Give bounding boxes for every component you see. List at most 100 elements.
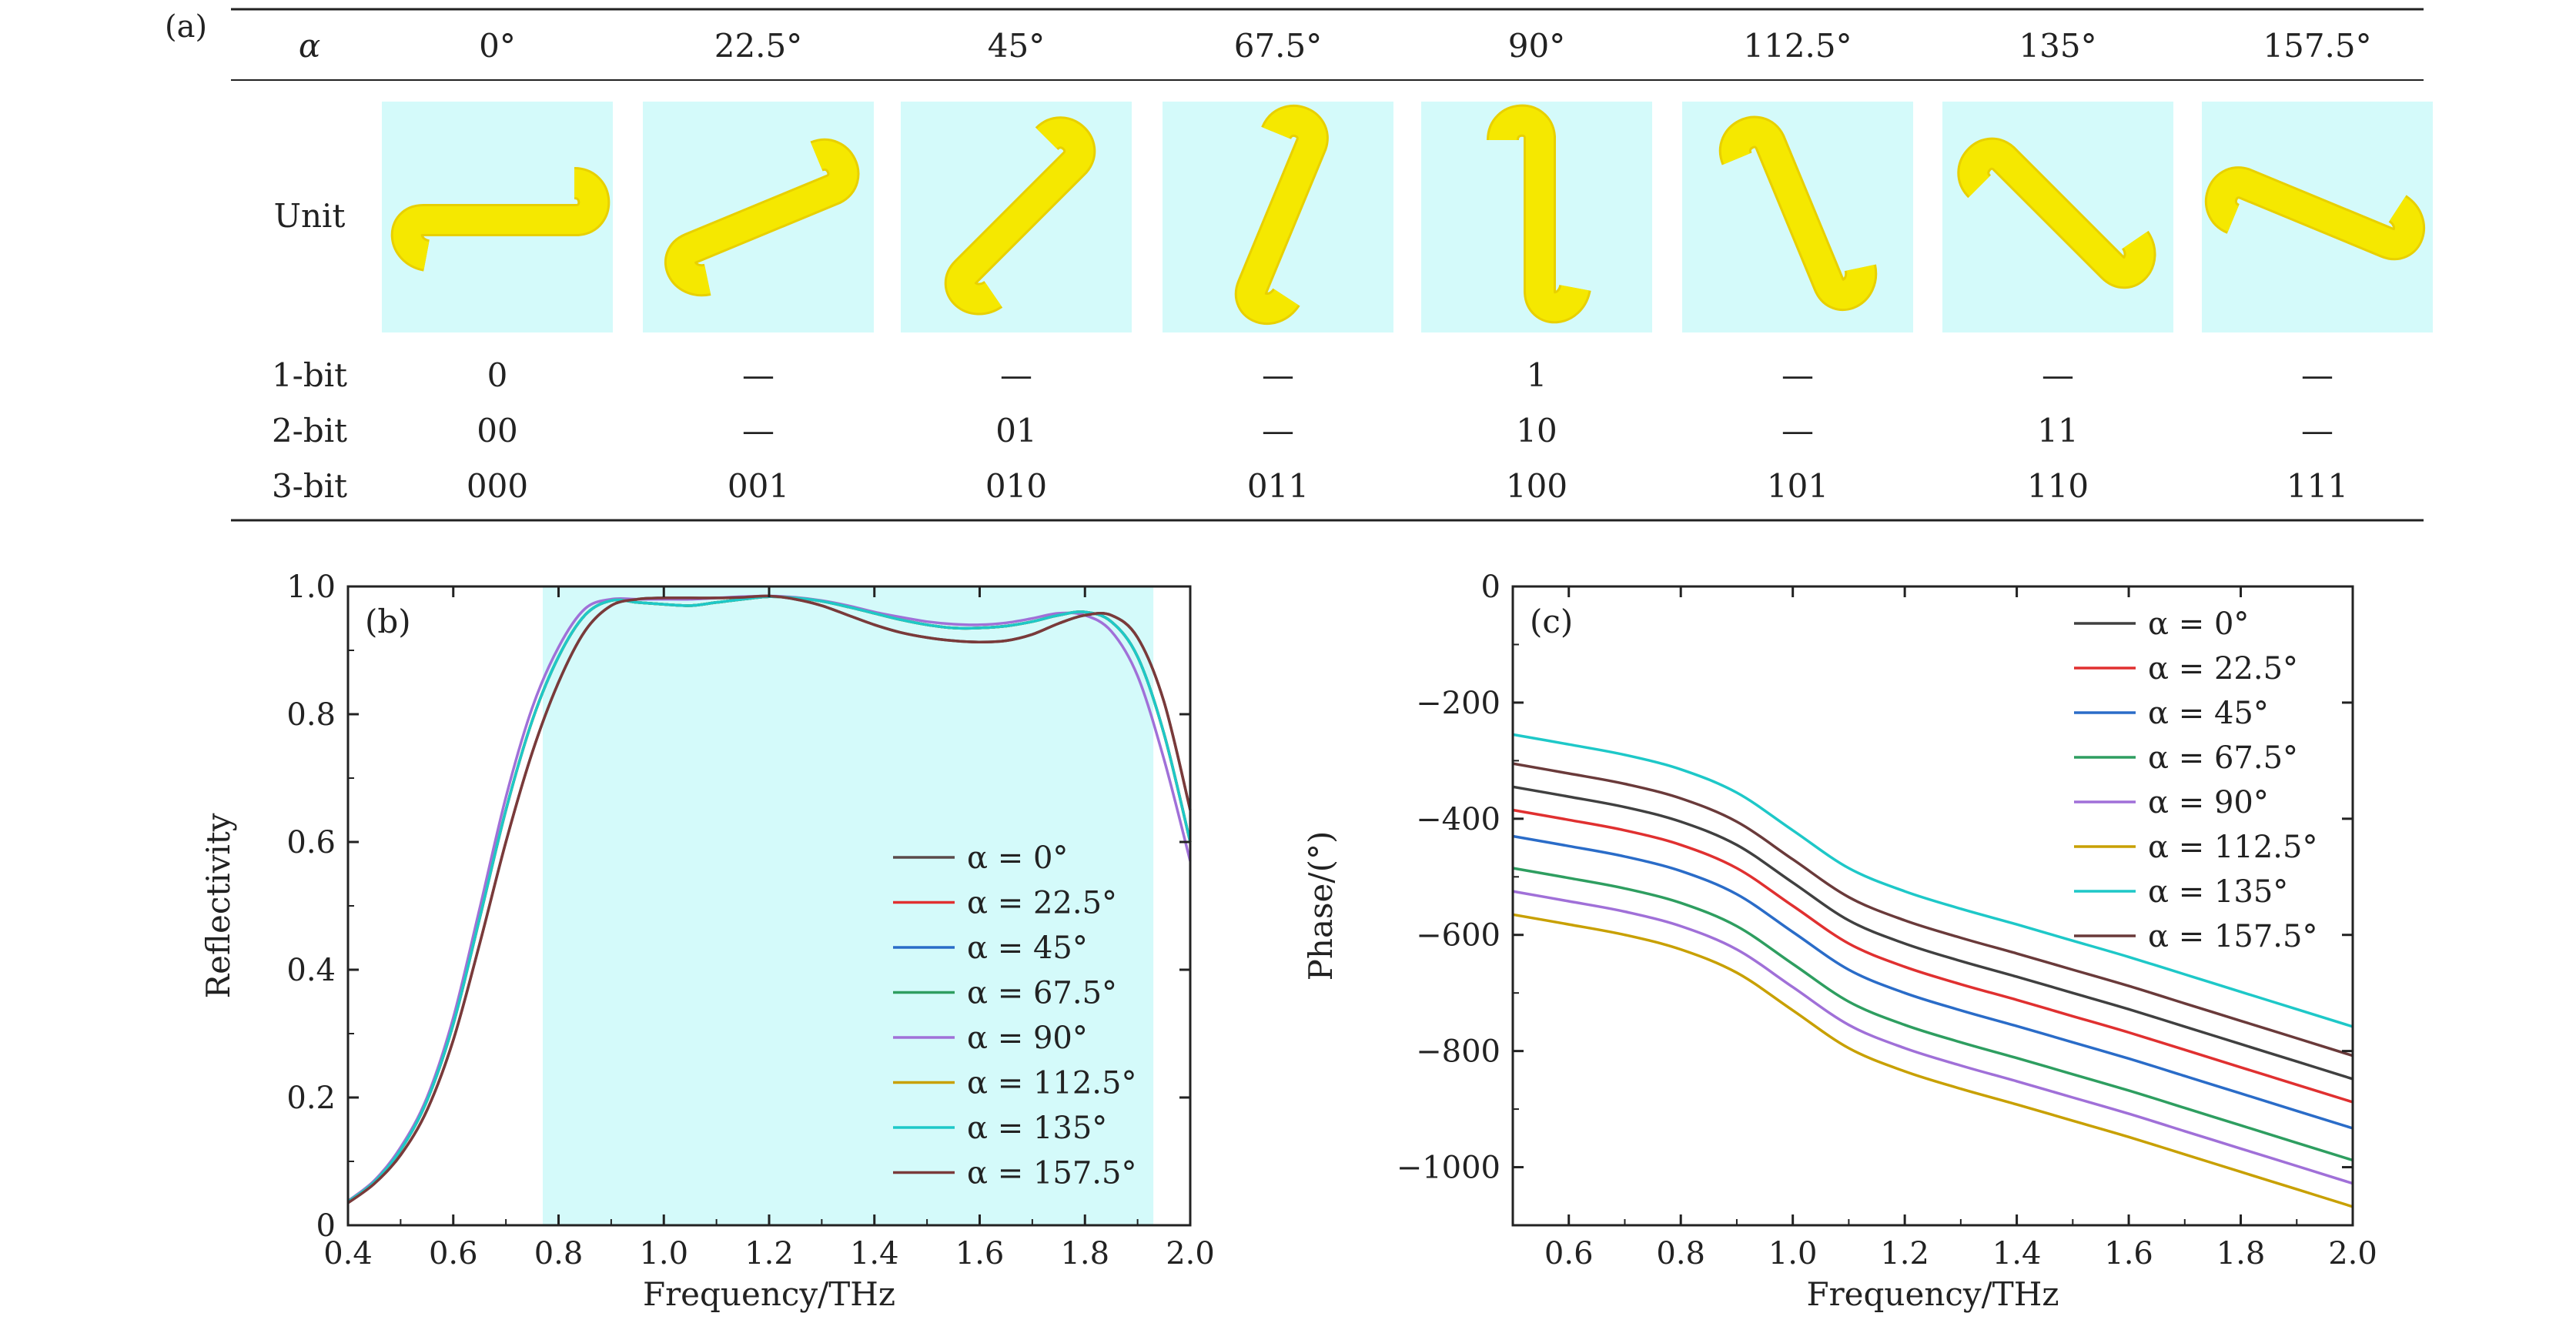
unit-cell — [1163, 102, 1393, 332]
y-tick-label: 0.4 — [286, 953, 336, 988]
bit-code-cell: 101 — [1767, 467, 1828, 505]
legend-entry: α = 45° — [967, 930, 1088, 966]
resonator-fill — [1489, 106, 1589, 322]
z-shaped-resonator — [1719, 115, 1878, 311]
x-tick-label: 0.8 — [534, 1236, 584, 1271]
legend: α = 0° α = 22.5° α = 45° α = 67.5° α = 90° α … — [893, 840, 1136, 1191]
series-line — [1512, 867, 2354, 1162]
bit-code-cell: 010 — [985, 467, 1047, 505]
legend-entry: α = 22.5° — [967, 886, 1117, 921]
y-tick-label: 0 — [1481, 570, 1500, 605]
y-tick-label: −800 — [1416, 1034, 1500, 1070]
angle-header: 0° — [479, 27, 516, 65]
bit-code-cell: — — [1781, 412, 1814, 449]
unit-cell — [1942, 102, 2173, 332]
unit-cell — [901, 102, 1132, 332]
bit-code-cell: — — [1000, 356, 1032, 394]
bit-code-cell: 0 — [487, 356, 508, 394]
bit-code-cell: — — [1262, 412, 1294, 449]
y-tick-label: 0.8 — [286, 697, 336, 733]
bit-code-cell: 111 — [2287, 467, 2348, 505]
x-tick-label: 1.8 — [2216, 1236, 2266, 1271]
series-line — [1512, 913, 2354, 1208]
bit-code-cell: — — [2301, 412, 2333, 449]
bit-code-cell: 1 — [1527, 356, 1547, 394]
legend-entry: α = 157.5° — [967, 1156, 1136, 1191]
series-group — [346, 594, 1192, 1204]
x-axis-ticks: 0.6 0.8 1.0 1.2 1.4 1.6 1.8 2.0 — [1512, 586, 2377, 1271]
legend-entry: α = 135° — [2148, 874, 2288, 910]
legend-entry: α = 45° — [2148, 696, 2269, 731]
y-axis-label: Reflectivity — [199, 813, 237, 998]
x-axis-label: Frequency/THz — [1806, 1275, 2059, 1313]
bit-code-cell: 100 — [1506, 467, 1567, 505]
y-axis-label: Phase/(°) — [1302, 831, 1340, 981]
bit-code-cell: 11 — [2037, 412, 2078, 449]
legend-entry: α = 112.5° — [2148, 830, 2317, 865]
plot-frame — [1511, 585, 2354, 1227]
x-tick-label: 1.0 — [1768, 1236, 1818, 1271]
panel-a-table: (a) α 0° 22.5° 45° 67.5° 90° 112.5° 135° 157.5°… — [165, 8, 2433, 522]
unit-cell — [643, 102, 874, 332]
unit-cell — [1682, 102, 1913, 332]
series-line — [1512, 890, 2354, 1185]
resonator-fill — [1721, 118, 1875, 309]
unit-cell — [1421, 102, 1652, 332]
series-line — [346, 594, 1192, 1204]
legend-entry: α = 157.5° — [2148, 919, 2317, 954]
y-tick-label: 0.2 — [286, 1081, 336, 1116]
bit-code-cell: — — [1781, 356, 1814, 394]
resonator-fill — [1237, 107, 1326, 322]
unit-row-label: Unit — [274, 197, 346, 235]
x-axis-ticks: 0.4 0.6 0.8 1.0 1.2 1.4 1.6 1.8 2.0 — [323, 586, 1215, 1271]
y-tick-label: 1.0 — [286, 570, 336, 605]
legend-entry: α = 0° — [2148, 606, 2249, 642]
bit-row-label: 1-bit — [272, 356, 347, 394]
resonator-fill — [393, 169, 608, 269]
angle-header: 112.5° — [1743, 27, 1852, 65]
series-line — [1512, 733, 2354, 1028]
y-axis-ticks: 0 −200 −400 −600 −800 −1000 — [1397, 570, 2353, 1226]
z-shaped-resonator — [1487, 104, 1591, 324]
legend-entry: α = 112.5° — [967, 1066, 1136, 1101]
angle-header: 135° — [2019, 27, 2096, 65]
bit-code-cell: — — [742, 412, 774, 449]
x-tick-label: 1.4 — [850, 1236, 899, 1271]
panel-label: (c) — [1530, 603, 1573, 640]
series-group — [1512, 733, 2354, 1208]
x-tick-label: 1.4 — [1992, 1236, 2042, 1271]
bit-code-cell: 00 — [477, 412, 517, 449]
x-axis-label: Frequency/THz — [643, 1275, 895, 1313]
bit-code-cell: 01 — [995, 412, 1036, 449]
resonator-fill — [1959, 139, 2154, 287]
x-tick-label: 0.6 — [429, 1236, 478, 1271]
panel-b-reflectivity-chart: 0.4 0.6 0.8 1.0 1.2 1.4 1.6 1.8 2.0 0 0.2 0.4 0.6 0.8… — [199, 570, 1215, 1313]
x-tick-label: 2.0 — [2328, 1236, 2377, 1271]
series-line — [1512, 834, 2354, 1130]
bit-row-label: 2-bit — [272, 412, 347, 449]
x-tick-label: 1.0 — [639, 1236, 688, 1271]
unit-cell — [2202, 102, 2433, 332]
bit-code-cell: — — [742, 356, 774, 394]
x-tick-label: 2.0 — [1166, 1236, 1215, 1271]
bit-code-cell: — — [2042, 356, 2074, 394]
legend-entry: α = 90° — [967, 1021, 1088, 1056]
unit-cell — [382, 102, 613, 332]
panel-label: (b) — [365, 603, 411, 640]
series-line — [1512, 808, 2354, 1104]
resonator-fill — [946, 119, 1094, 313]
y-tick-label: −1000 — [1397, 1151, 1500, 1186]
bit-code-cell: 110 — [2027, 467, 2089, 505]
x-tick-label: 0.8 — [1656, 1236, 1705, 1271]
bit-code-cell: 001 — [728, 467, 789, 505]
legend: α = 0° α = 22.5° α = 45° α = 67.5° α = 90° α … — [2074, 606, 2317, 954]
alpha-header-label: α — [299, 27, 320, 65]
resonator-fill — [2207, 169, 2423, 258]
legend-entry: α = 67.5° — [967, 976, 1117, 1011]
bit-code-cell: 10 — [1516, 412, 1557, 449]
series-line — [1512, 762, 2354, 1057]
operating-band-highlight — [542, 586, 1154, 1225]
x-tick-label: 1.6 — [2104, 1236, 2153, 1271]
x-tick-label: 0.6 — [1544, 1236, 1594, 1271]
